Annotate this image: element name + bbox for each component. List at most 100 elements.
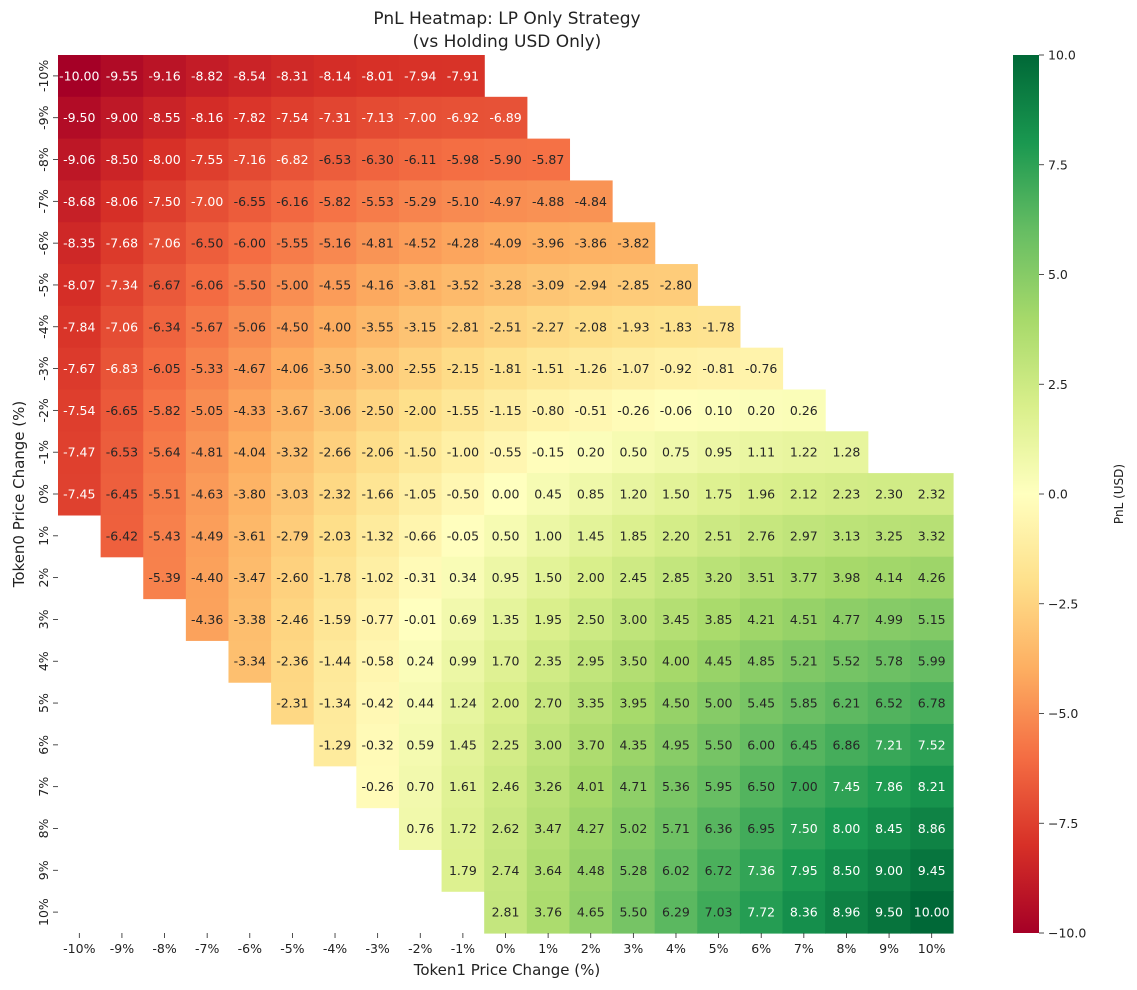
- heatmap-cell: [271, 556, 315, 600]
- cell-value-label: 5.28: [619, 863, 647, 878]
- cell-value-label: 0.50: [492, 528, 520, 543]
- heatmap-cell: [441, 682, 485, 725]
- heatmap-cell: [271, 55, 315, 98]
- cell-value-label: -8.35: [63, 236, 95, 251]
- cell-value-label: 3.85: [705, 612, 733, 627]
- heatmap-cell: [100, 55, 144, 98]
- heatmap-cell: [441, 807, 485, 850]
- cell-value-label: -4.55: [319, 277, 351, 292]
- heatmap-cell: [697, 682, 741, 725]
- heatmap-cell: [484, 640, 528, 683]
- cell-value-label: -3.96: [532, 236, 564, 251]
- heatmap-cell: [58, 347, 102, 391]
- heatmap-cell-labels: -10.00 -9.55 -9.16 -8.82 -8.54 -8.31 -8.14 -8.0…: [59, 68, 949, 919]
- y-tick-label: -9%: [36, 105, 51, 129]
- heatmap-cell: [356, 473, 400, 516]
- cell-value-label: 6.52: [875, 696, 903, 711]
- heatmap-cell: [441, 598, 485, 641]
- cell-value-label: 3.51: [747, 570, 775, 585]
- heatmap-cell: [398, 807, 443, 850]
- x-axis-ticks: -10% -9% -8% -7% -6% -5% -4% -3% -2% -1% 0% 1% 2% 3% 4…: [63, 933, 946, 956]
- heatmap-cell: [58, 473, 102, 516]
- heatmap-cell: [910, 598, 954, 641]
- heatmap-cell: [313, 264, 357, 307]
- heatmap-cell: [271, 347, 315, 391]
- cell-value-label: -0.31: [404, 570, 436, 585]
- heatmap-cell: [612, 765, 656, 809]
- cell-value-label: -3.34: [234, 654, 266, 669]
- heatmap-cell: [739, 389, 784, 432]
- heatmap-cell: [484, 849, 528, 892]
- heatmap-cell: [654, 264, 698, 307]
- y-tick-label: -2%: [36, 398, 51, 422]
- cell-value-label: -6.16: [276, 194, 308, 209]
- cell-value-label: -0.66: [404, 528, 436, 543]
- heatmap-cell: [441, 264, 485, 307]
- cell-value-label: -2.79: [276, 528, 308, 543]
- cell-value-label: -4.52: [404, 236, 436, 251]
- cell-value-label: 2.32: [918, 487, 946, 502]
- cell-value-label: -3.00: [361, 361, 393, 376]
- heatmap-cell: [143, 55, 187, 98]
- cell-value-label: -8.50: [106, 152, 138, 167]
- cell-value-label: -5.67: [191, 319, 223, 334]
- cell-value-label: -1.00: [447, 445, 479, 460]
- cell-value-label: 1.72: [449, 821, 477, 836]
- heatmap-cell: [526, 222, 571, 265]
- heatmap-cell: [441, 473, 485, 516]
- cell-value-label: -6.53: [319, 152, 351, 167]
- x-tick-label: 3%: [623, 941, 643, 956]
- heatmap-cell: [526, 138, 571, 182]
- heatmap-cell: [782, 891, 826, 934]
- cell-value-label: -5.90: [489, 152, 521, 167]
- cell-value-label: 6.21: [833, 696, 861, 711]
- cell-value-label: 7.21: [875, 737, 903, 752]
- cell-value-label: 1.45: [577, 528, 605, 543]
- cell-value-label: -1.78: [702, 319, 734, 334]
- cell-value-label: -6.65: [106, 403, 138, 418]
- cell-value-label: 0.95: [492, 570, 520, 585]
- heatmap-cell: [612, 305, 656, 349]
- heatmap-cell: [58, 180, 102, 223]
- cell-value-label: -5.82: [319, 194, 351, 209]
- heatmap-cell: [612, 807, 656, 850]
- heatmap-cell: [484, 347, 528, 391]
- cell-value-label: -0.01: [404, 612, 436, 627]
- heatmap-cell: [441, 222, 485, 265]
- colorbar-tick-label: 5.0: [1048, 267, 1068, 282]
- y-tick-label: 10%: [36, 898, 51, 926]
- cell-value-label: 7.50: [790, 821, 818, 836]
- x-tick-label: -7%: [195, 941, 219, 956]
- cell-value-label: 1.45: [449, 737, 477, 752]
- cell-value-label: 4.50: [662, 696, 690, 711]
- y-tick-label: 3%: [36, 609, 51, 629]
- heatmap-cell: [782, 473, 826, 516]
- heatmap-cell: [398, 431, 443, 474]
- cell-value-label: -1.02: [361, 570, 393, 585]
- cell-value-label: -6.00: [234, 236, 266, 251]
- heatmap-cell: [569, 473, 613, 516]
- cell-value-label: 7.00: [790, 779, 818, 794]
- cell-value-label: -10.00: [59, 68, 99, 83]
- cell-value-label: -0.55: [489, 445, 521, 460]
- cell-value-label: 7.52: [918, 737, 946, 752]
- cell-value-label: -0.80: [532, 403, 564, 418]
- heatmap-cell: [782, 514, 826, 558]
- heatmap-cell: [697, 723, 741, 767]
- cell-value-label: 2.95: [577, 654, 605, 669]
- x-tick-label: -1%: [451, 941, 475, 956]
- heatmap-cell: [612, 849, 656, 892]
- heatmap-cell: [271, 222, 315, 265]
- heatmap-cell: [654, 682, 698, 725]
- cell-value-label: -0.77: [361, 612, 393, 627]
- cell-value-label: -6.05: [148, 361, 180, 376]
- heatmap-cell: [100, 96, 144, 140]
- colorbar-label: PnL (USD): [1112, 464, 1126, 524]
- y-tick-label: -7%: [36, 189, 51, 213]
- heatmap-cell: [228, 264, 272, 307]
- cell-value-label: 0.59: [406, 737, 434, 752]
- heatmap-cell: [271, 305, 315, 349]
- cell-value-label: -7.55: [191, 152, 223, 167]
- heatmap-cell: [910, 473, 954, 516]
- colorbar-tick-label: 10.0: [1048, 48, 1076, 63]
